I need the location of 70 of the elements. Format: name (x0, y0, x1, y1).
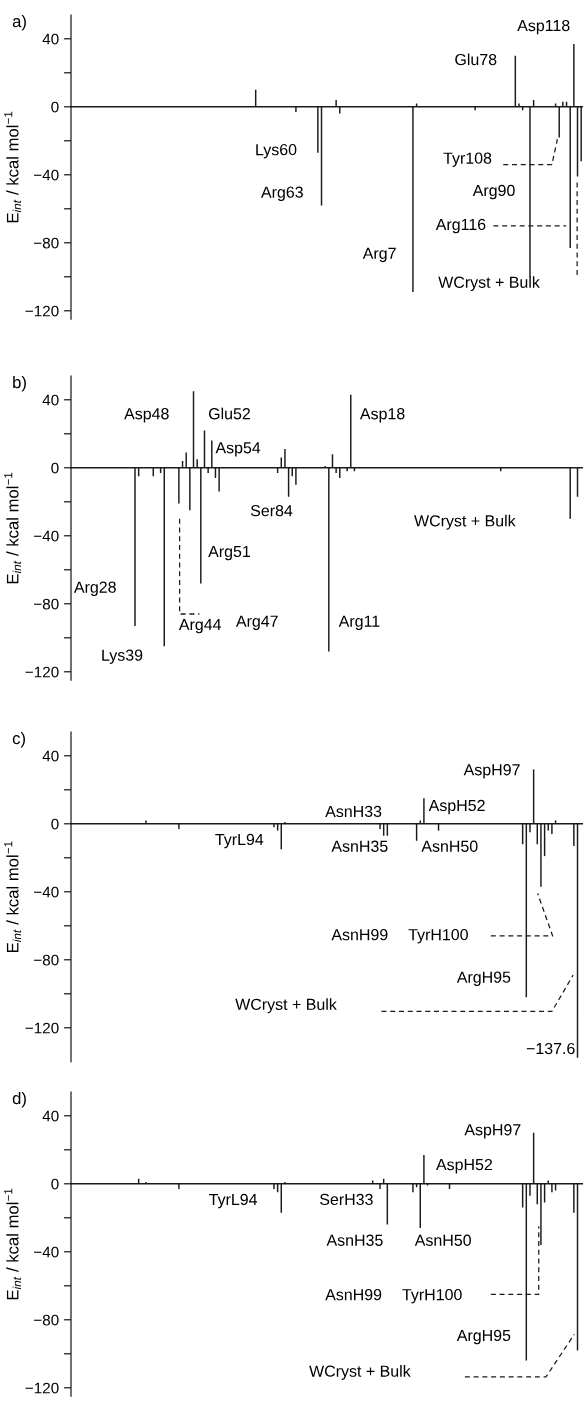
annotation: AsnH50 (421, 840, 478, 852)
annotation: ArgH95 (456, 971, 511, 986)
annotation: Glu52 (208, 407, 250, 420)
annotation: −137.6 (526, 1042, 575, 1055)
chart-title: a) (12, 15, 26, 31)
annotation: TyrH100 (402, 1288, 462, 1304)
y-tick-label: −40 (34, 886, 59, 898)
y-axis-title: E$_{int}$ / kcal mol$^{−1}$ (4, 111, 22, 223)
annotation: AsnH35 (331, 840, 388, 852)
annotation: AspH52 (428, 799, 485, 815)
y-tick-label: −80 (34, 598, 59, 610)
y-tick-label: −120 (25, 1382, 59, 1394)
annotation: Arg11 (338, 615, 380, 630)
y-tick-label: 0 (51, 818, 59, 830)
y-tick-label: −120 (25, 666, 59, 678)
y-axis-title: E$_{int}$ / kcal mol$^{−1}$ (4, 472, 22, 584)
annotation: AsnH99 (325, 1288, 382, 1301)
annotation: TyrL94 (209, 1193, 258, 1209)
y-axis-title: E$_{int}$ / kcal mol$^{−1}$ (4, 841, 22, 953)
chart-title: c) (12, 732, 25, 748)
y-tick-label: 40 (42, 394, 59, 406)
annotation: AspH97 (463, 764, 520, 779)
annotation: WCryst + Bulk (235, 998, 337, 1014)
annotation: TyrH100 (408, 928, 468, 944)
y-tick-label: 40 (42, 1110, 59, 1122)
annotation: Lys60 (256, 143, 297, 159)
annotation: Asp48 (124, 408, 169, 423)
y-tick-label: −120 (25, 305, 59, 317)
annotation: Arg28 (73, 581, 116, 596)
annotation: Arg7 (362, 247, 396, 263)
annotation: Tyr108 (443, 152, 492, 167)
annotation: Glu78 (455, 53, 497, 66)
y-tick-label: 0 (51, 1178, 59, 1190)
y-tick-label: 40 (42, 33, 59, 45)
annotation: SerH33 (320, 1193, 373, 1206)
annotation: AsnH33 (325, 805, 382, 818)
annotation: AspH52 (436, 1158, 492, 1174)
y-tick-label: −40 (34, 530, 59, 542)
annotation: AspH97 (464, 1124, 521, 1139)
annotation: WCryst + Bulk (414, 514, 516, 530)
annotation: Arg44 (178, 619, 222, 634)
chart-title: b) (13, 376, 26, 392)
annotation: AsnH35 (326, 1234, 383, 1246)
annotation: AsnH50 (414, 1234, 471, 1246)
annotation: Arg47 (235, 615, 278, 630)
chart-title: d) (12, 1092, 26, 1108)
y-tick-label: −40 (34, 1246, 59, 1258)
y-tick-label: −80 (34, 1314, 59, 1326)
annotation: Arg51 (208, 545, 250, 561)
y-tick-label: −80 (34, 954, 59, 966)
annotation: Asp54 (215, 442, 261, 457)
annotation: Asp118 (517, 19, 570, 35)
annotation: Arg90 (472, 184, 515, 200)
y-tick-label: −40 (34, 169, 59, 181)
annotation: Ser84 (250, 504, 293, 517)
y-tick-label: 40 (42, 750, 59, 762)
y-tick-label: −80 (34, 237, 59, 249)
y-tick-label: 0 (51, 462, 59, 474)
y-tick-label: 0 (51, 101, 59, 113)
annotation: WCryst + Bulk (438, 276, 540, 292)
y-tick-label: −120 (25, 1022, 59, 1034)
annotation: Arg116 (435, 218, 486, 234)
annotation: WCryst + Bulk (309, 1365, 411, 1380)
annotation: Arg63 (261, 186, 303, 201)
annotation: TyrL94 (215, 833, 264, 849)
annotation: ArgH95 (456, 1329, 511, 1345)
annotation: Asp18 (359, 408, 405, 423)
annotation: Lys39 (102, 649, 143, 664)
annotation: AsnH99 (331, 928, 388, 941)
y-axis-title: E$_{int}$ / kcal mol$^{−1}$ (4, 1188, 22, 1300)
